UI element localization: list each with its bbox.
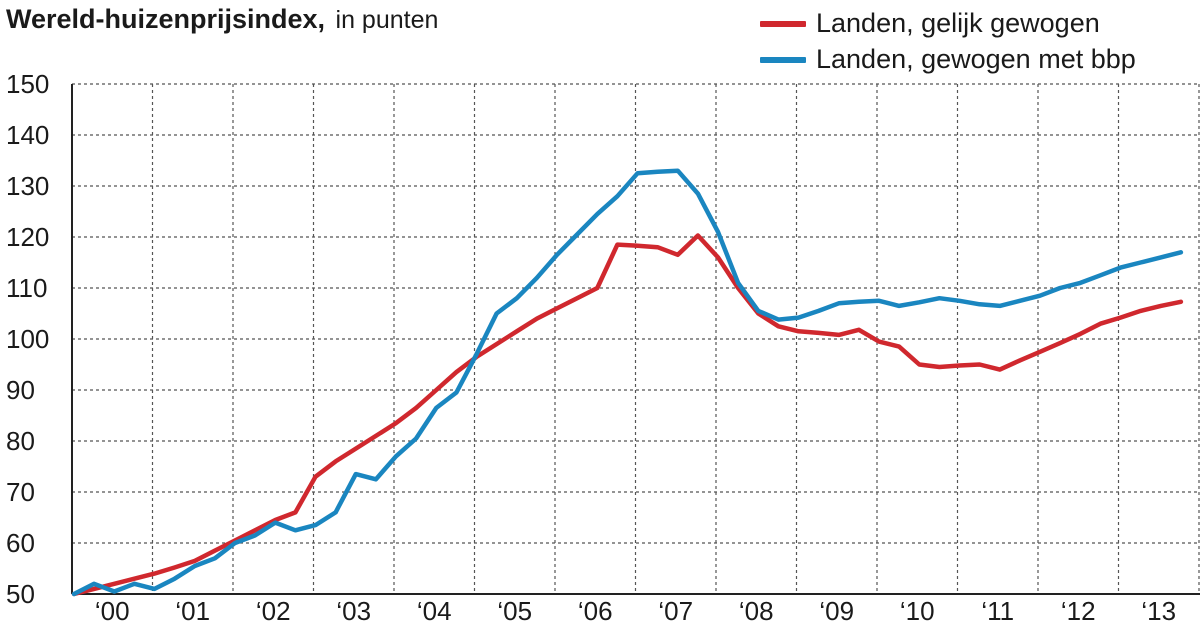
chart-title-block: Wereld-huizenprijsindex, in punten [6, 4, 438, 35]
x-tick-label: ‘08 [739, 596, 774, 626]
x-tick-label: ‘07 [658, 596, 693, 626]
x-tick-label: ‘11 [981, 596, 1014, 626]
y-tick-label: 140 [6, 120, 49, 150]
x-tick-label: ‘03 [336, 596, 371, 626]
y-tick-label: 90 [6, 375, 35, 405]
legend-label-equal-weighted: Landen, gelijk gewogen [816, 8, 1100, 38]
y-tick-label: 120 [6, 222, 49, 252]
y-tick-label: 150 [6, 69, 49, 99]
legend-swatch-blue [760, 56, 806, 63]
x-tick-label: ‘04 [417, 596, 452, 626]
x-tick-label: ‘06 [578, 596, 613, 626]
series-line-gdp-weighted [71, 168, 1184, 597]
chart-title: Wereld-huizenprijsindex, [6, 4, 326, 34]
x-tick-label: ‘05 [497, 596, 532, 626]
legend-swatch-red [760, 20, 806, 27]
y-tick-label: 130 [6, 171, 49, 201]
y-tick-label: 110 [6, 273, 47, 303]
x-tick-label: ‘12 [1061, 596, 1096, 626]
chart-subtitle: in punten [335, 6, 439, 34]
legend-item-gdp-weighted: Landen, gewogen met bbp [760, 44, 1136, 75]
x-tick-label: ‘02 [256, 596, 291, 626]
legend-label-gdp-weighted: Landen, gewogen met bbp [816, 44, 1136, 74]
y-tick-label: 50 [6, 579, 35, 609]
x-tick-label: ‘00 [95, 596, 130, 626]
y-tick-label: 70 [6, 477, 35, 507]
x-tick-label: ‘09 [819, 596, 854, 626]
y-tick-label: 60 [6, 528, 35, 558]
y-tick-label: 100 [6, 324, 49, 354]
y-tick-label: 80 [6, 426, 35, 456]
x-tick-label: ‘01 [175, 596, 210, 626]
x-tick-label: ‘10 [900, 596, 935, 626]
legend-item-equal-weighted: Landen, gelijk gewogen [760, 8, 1100, 39]
x-tick-label: ‘13 [1141, 596, 1176, 626]
series-line-equal-weighted [71, 233, 1184, 597]
